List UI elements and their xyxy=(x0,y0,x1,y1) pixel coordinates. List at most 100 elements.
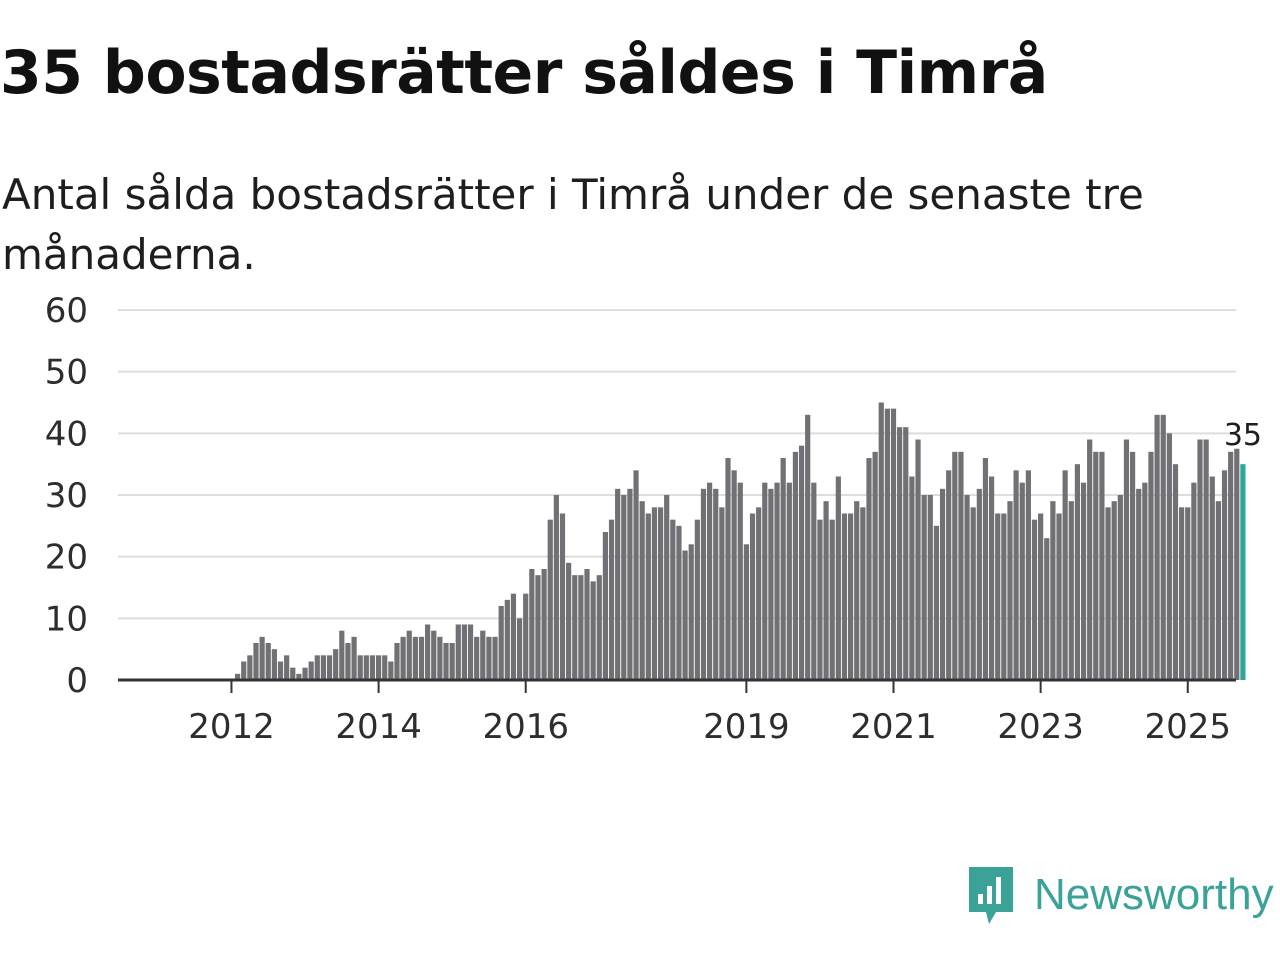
bar xyxy=(786,482,792,680)
data-label: 35 xyxy=(1224,418,1262,453)
bar xyxy=(897,427,903,680)
bar xyxy=(1038,513,1044,680)
brand-name: Newsworthy xyxy=(1034,870,1274,919)
bar xyxy=(566,562,572,680)
bar xyxy=(253,643,259,680)
bar xyxy=(504,599,510,680)
bar xyxy=(265,643,271,680)
bar xyxy=(719,507,725,680)
y-tick-label: 30 xyxy=(45,476,88,516)
bar xyxy=(449,643,455,680)
bar xyxy=(1142,482,1148,680)
bar xyxy=(1074,464,1081,680)
bar xyxy=(670,519,676,680)
bar xyxy=(559,513,566,680)
bar xyxy=(939,488,946,680)
bar xyxy=(1203,439,1209,680)
newsworthy-brand[interactable]: Newsworthy xyxy=(966,864,1274,926)
bar xyxy=(872,451,878,680)
bar xyxy=(1154,414,1160,680)
bar xyxy=(437,636,443,680)
bar xyxy=(1148,451,1154,680)
bar xyxy=(296,673,302,680)
bar xyxy=(1099,451,1105,680)
bar xyxy=(884,408,890,680)
bar xyxy=(700,488,707,680)
bar xyxy=(890,408,897,680)
bar xyxy=(676,525,682,680)
chart-subtitle: Antal sålda bostadsrätter i Timrå under … xyxy=(2,170,1144,279)
bar xyxy=(351,636,357,680)
bar xyxy=(584,569,590,680)
y-tick-label: 0 xyxy=(66,661,88,701)
bar xyxy=(707,482,713,680)
bar xyxy=(909,476,915,680)
bar xyxy=(425,624,431,680)
bar xyxy=(608,519,615,680)
bar xyxy=(431,630,437,680)
bar xyxy=(958,451,964,680)
bar xyxy=(823,501,829,680)
bar xyxy=(572,575,578,680)
bar xyxy=(621,495,627,680)
bar xyxy=(1172,464,1179,680)
bar xyxy=(933,525,940,680)
bar xyxy=(1025,470,1031,680)
bar xyxy=(792,451,799,680)
bar xyxy=(1001,513,1007,680)
bar xyxy=(1160,414,1166,680)
bar xyxy=(645,513,651,680)
bar xyxy=(1117,495,1123,680)
bar xyxy=(841,513,848,680)
bar xyxy=(1111,501,1117,680)
bar-highlight xyxy=(1240,464,1246,680)
bar xyxy=(523,593,529,680)
bar xyxy=(731,470,737,680)
bar xyxy=(633,470,639,680)
bar xyxy=(651,507,658,680)
bar xyxy=(1013,470,1019,680)
bar xyxy=(915,439,921,680)
bar xyxy=(486,636,492,680)
bar xyxy=(333,649,339,680)
bar xyxy=(326,655,333,680)
bar xyxy=(1062,470,1068,680)
x-tick-label: 2016 xyxy=(482,707,569,747)
bar xyxy=(848,513,854,680)
bar xyxy=(1019,482,1025,680)
bar xyxy=(713,488,719,680)
bar xyxy=(357,655,363,680)
newsworthy-logo-icon xyxy=(969,867,1013,924)
bar xyxy=(1221,470,1228,680)
bar xyxy=(461,624,468,680)
bar xyxy=(805,414,811,680)
bar xyxy=(921,495,927,680)
x-tick-label: 2021 xyxy=(850,707,937,747)
x-tick-label: 2025 xyxy=(1144,707,1231,747)
bar xyxy=(1031,519,1038,680)
bar xyxy=(375,655,382,680)
bar xyxy=(1093,451,1099,680)
bar xyxy=(1105,507,1111,680)
bar xyxy=(854,501,860,680)
bar xyxy=(596,575,602,680)
y-tick-label: 40 xyxy=(45,414,88,454)
bar xyxy=(363,655,369,680)
bar xyxy=(1087,439,1093,680)
y-tick-label: 50 xyxy=(45,353,88,393)
bar xyxy=(682,550,688,680)
bar xyxy=(241,661,247,680)
bar-chart: 0 10 20 30 40 50 60 2012 2014 2016 2019 2021 2023 202… xyxy=(45,291,1262,747)
chart-title: 35 bostadsrätter såldes i Timrå xyxy=(0,38,1048,108)
bar xyxy=(516,618,523,680)
bar xyxy=(988,476,995,680)
y-tick-label: 60 xyxy=(45,291,88,331)
bar xyxy=(412,636,418,680)
bar xyxy=(639,501,645,680)
bar xyxy=(774,482,780,680)
y-tick-label: 20 xyxy=(45,538,88,578)
bar xyxy=(995,513,1001,680)
bar xyxy=(1228,451,1234,680)
bar xyxy=(743,544,749,680)
bar xyxy=(817,519,823,680)
